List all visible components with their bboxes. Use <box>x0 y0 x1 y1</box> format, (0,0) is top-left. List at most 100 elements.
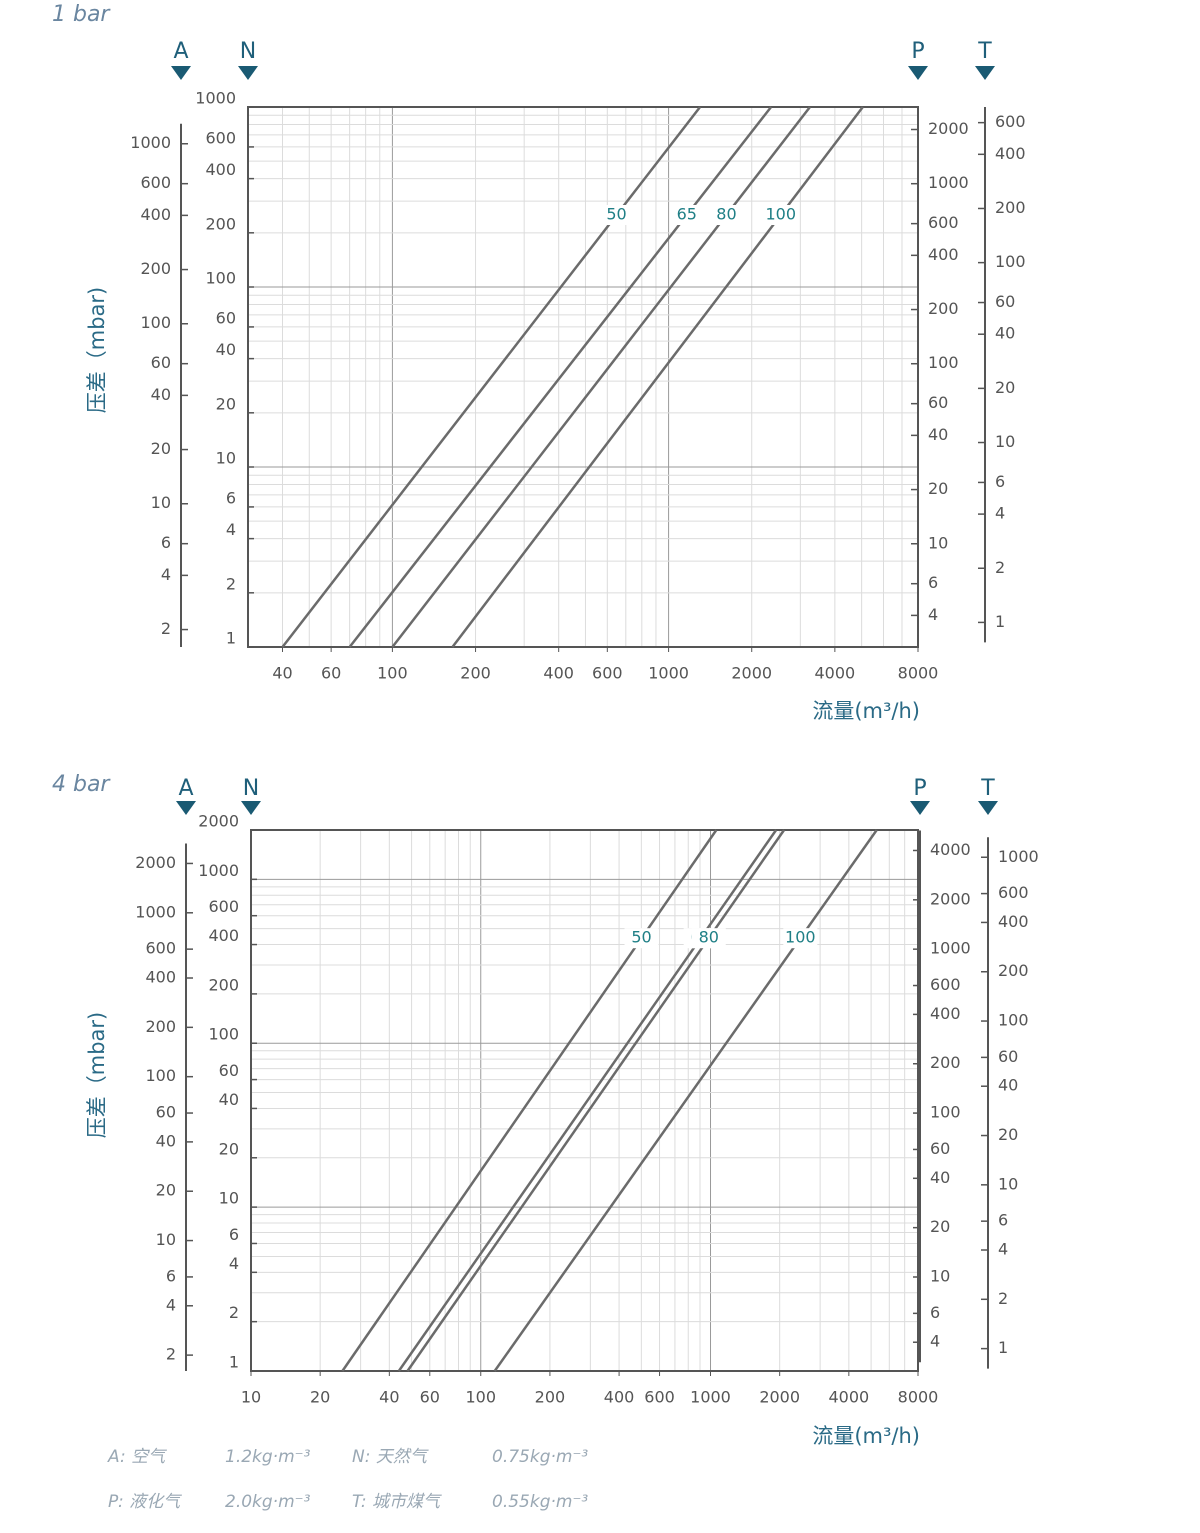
side-axis-label: 600 <box>995 112 1026 131</box>
x-tick-label: 8000 <box>898 664 939 683</box>
side-axis-label: 2 <box>166 1345 176 1364</box>
series-line <box>348 106 773 648</box>
series-label: 50 <box>606 205 626 224</box>
note-density: 1.2kg·m⁻³ <box>225 1447 311 1467</box>
x-axis-title: 流量(m³/h) <box>812 1424 920 1448</box>
series-label: 50 <box>631 928 651 947</box>
side-axis-label: 600 <box>140 173 171 192</box>
note-key: N: 天然气 <box>352 1447 429 1467</box>
axis-marker <box>975 66 995 80</box>
x-tick-label: 100 <box>465 1388 496 1407</box>
side-axis-label: 400 <box>995 144 1026 163</box>
x-tick-label: 100 <box>377 664 408 683</box>
side-axis-label: 200 <box>145 1017 176 1036</box>
side-axis-label: 6 <box>930 1303 940 1322</box>
side-axis-label: 20 <box>151 439 171 458</box>
side-axis-label: 60 <box>930 1139 950 1158</box>
side-axis-label: 10 <box>995 432 1015 451</box>
side-axis-label: 4 <box>166 1295 176 1314</box>
axis-marker <box>238 66 258 80</box>
footnote: A: 空气 1.2kg·m⁻³ N: 天然气 0.75kg·m⁻³ P: 液化气… <box>107 1447 588 1512</box>
side-axis-label: 6 <box>166 1266 176 1285</box>
side-axis-label: 200 <box>140 259 171 278</box>
x-tick-label: 40 <box>272 664 292 683</box>
y-tick-label: 1000 <box>198 861 239 880</box>
x-tick-label: 1000 <box>690 1388 731 1407</box>
side-axis-label: 10 <box>998 1174 1018 1193</box>
axis-letter: T <box>977 39 992 64</box>
x-tick-label: 4000 <box>815 664 856 683</box>
axis-letter: P <box>911 39 924 64</box>
series-line <box>397 829 778 1372</box>
y-tick-label: 600 <box>205 128 236 147</box>
x-tick-label: 200 <box>535 1388 566 1407</box>
axis-marker <box>908 66 928 80</box>
y-axis-title: 压差（mbar) <box>85 287 109 413</box>
side-axis-label: 6 <box>161 533 171 552</box>
side-axis-label: 200 <box>928 299 959 318</box>
chart-title: 1 bar <box>52 2 111 27</box>
side-axis-label: 1 <box>998 1338 1008 1357</box>
side-axis-label: 100 <box>140 313 171 332</box>
y-tick-label: 2 <box>226 574 236 593</box>
side-axis-label: 20 <box>998 1125 1018 1144</box>
side-axis-label: 40 <box>998 1076 1018 1095</box>
note-key: T: 城市煤气 <box>352 1492 442 1512</box>
side-axis-label: 100 <box>145 1066 176 1085</box>
y-tick-label: 6 <box>229 1225 239 1244</box>
side-axis-label: 600 <box>928 213 959 232</box>
x-tick-label: 4000 <box>828 1388 869 1407</box>
axis-marker <box>171 66 191 80</box>
axis-marker <box>978 801 998 815</box>
side-axis-label: 100 <box>930 1103 961 1122</box>
series-line <box>451 106 864 648</box>
series-label: 100 <box>765 205 796 224</box>
side-axis-label: 4 <box>930 1332 940 1351</box>
side-axis-label: 600 <box>998 883 1029 902</box>
note-key: P: 液化气 <box>108 1492 182 1512</box>
y-tick-label: 60 <box>219 1061 239 1080</box>
x-tick-label: 200 <box>460 664 491 683</box>
axis-letter: T <box>980 776 995 801</box>
side-axis-label: 400 <box>998 912 1029 931</box>
y-tick-label: 20 <box>216 394 236 413</box>
side-axis-label: 1000 <box>135 902 176 921</box>
series-line <box>281 106 702 648</box>
x-tick-label: 8000 <box>898 1388 939 1407</box>
side-axis-label: 6 <box>995 472 1005 491</box>
side-axis-label: 60 <box>156 1103 176 1122</box>
label-bg <box>709 205 744 225</box>
side-axis-label: 20 <box>995 378 1015 397</box>
side-axis-label: 1000 <box>998 847 1039 866</box>
side-axis-label: 400 <box>928 245 959 264</box>
side-axis-label: 60 <box>998 1047 1018 1066</box>
x-tick-label: 2000 <box>759 1388 800 1407</box>
axis-letter: N <box>240 39 256 64</box>
side-axis-label: 6 <box>928 573 938 592</box>
note-density: 2.0kg·m⁻³ <box>225 1492 311 1512</box>
axis-marker <box>241 801 261 815</box>
x-tick-label: 60 <box>321 664 341 683</box>
plot-frame <box>250 829 919 1372</box>
label-bg <box>691 928 726 949</box>
side-axis-label: 2000 <box>928 119 969 138</box>
side-axis-label: 40 <box>930 1168 950 1187</box>
side-axis-label: 4 <box>998 1240 1008 1259</box>
side-axis-label: 400 <box>145 968 176 987</box>
y-tick-label: 40 <box>219 1090 239 1109</box>
side-axis-label: 40 <box>151 385 171 404</box>
side-axis-label: 400 <box>930 1004 961 1023</box>
x-tick-label: 600 <box>592 664 623 683</box>
y-tick-label: 4 <box>226 520 236 539</box>
series-line <box>341 829 718 1372</box>
axis-marker <box>910 801 930 815</box>
side-axis-label: 60 <box>995 292 1015 311</box>
side-axis-label: 600 <box>930 975 961 994</box>
x-tick-label: 10 <box>241 1388 261 1407</box>
note-key: A: 空气 <box>107 1447 167 1467</box>
plot-frame <box>247 106 919 648</box>
side-axis-label: 40 <box>928 425 948 444</box>
y-tick-label: 2 <box>229 1303 239 1322</box>
y-tick-label: 1000 <box>195 89 236 108</box>
side-axis-label: 2000 <box>135 853 176 872</box>
